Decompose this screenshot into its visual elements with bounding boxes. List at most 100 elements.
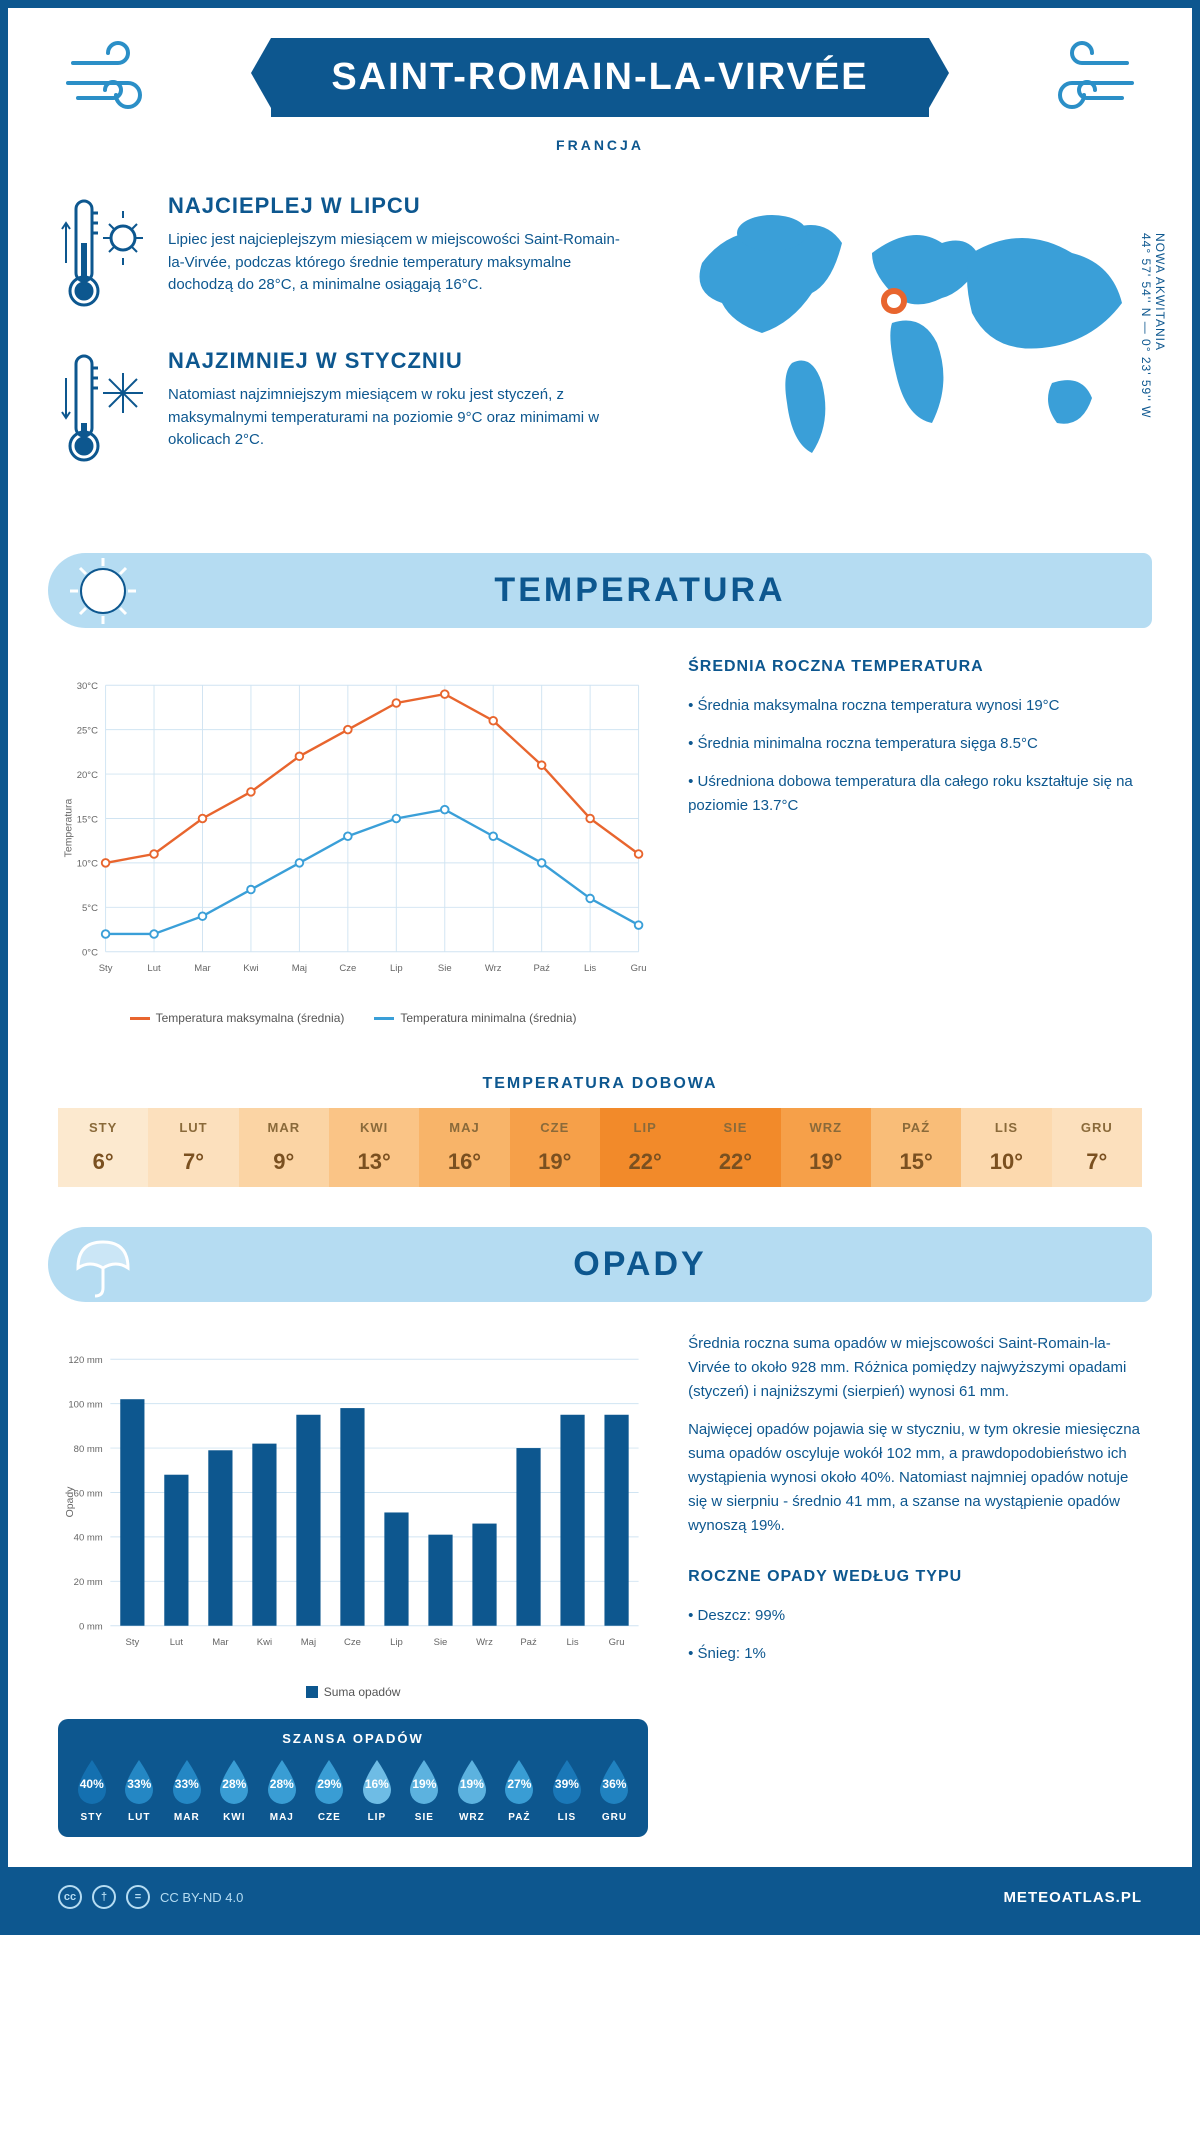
svg-text:Mar: Mar (212, 1637, 228, 1648)
rain-drop-cell: 28% KWI (211, 1758, 259, 1823)
temp-month: LIP (604, 1120, 686, 1135)
svg-text:30°C: 30°C (77, 681, 98, 692)
svg-text:20 mm: 20 mm (74, 1577, 103, 1588)
temp-month: CZE (514, 1120, 596, 1135)
svg-text:20°C: 20°C (77, 770, 98, 781)
coordinates: NOWA AKWITANIA 44° 57' 54'' N — 0° 23' 5… (1139, 233, 1167, 418)
rain-legend: Suma opadów (58, 1685, 648, 1699)
coords-region: NOWA AKWITANIA (1153, 233, 1167, 351)
world-map: NOWA AKWITANIA 44° 57' 54'' N — 0° 23' 5… (662, 193, 1142, 503)
rain-pct: 16% (365, 1777, 389, 1791)
svg-text:Maj: Maj (292, 963, 307, 974)
rain-pct: 36% (602, 1777, 626, 1791)
svg-text:Gru: Gru (631, 963, 647, 974)
svg-text:10°C: 10°C (77, 859, 98, 870)
footer-license: cc † = CC BY-ND 4.0 (58, 1885, 243, 1909)
rain-drop-cell: 29% CZE (306, 1758, 354, 1823)
svg-text:Maj: Maj (301, 1637, 316, 1648)
header: SAINT-ROMAIN-LA-VIRVÉE FRANCJA (8, 8, 1192, 173)
svg-text:Wrz: Wrz (476, 1637, 493, 1648)
svg-text:80 mm: 80 mm (74, 1444, 103, 1455)
svg-text:Lut: Lut (147, 963, 161, 974)
rain-para-2: Najwięcej opadów pojawia się w styczniu,… (688, 1418, 1142, 1538)
raindrop-icon: 19% (452, 1758, 492, 1806)
temperature-title: TEMPERATURA (148, 571, 1132, 610)
raindrop-icon: 27% (499, 1758, 539, 1806)
svg-text:Opady: Opady (65, 1486, 76, 1518)
rain-month: LUT (116, 1812, 164, 1823)
rain-chart-area: 0 mm20 mm40 mm60 mm80 mm100 mm120 mmStyL… (58, 1332, 648, 1837)
rain-drop-cell: 39% LIS (543, 1758, 591, 1823)
rain-pct: 39% (555, 1777, 579, 1791)
svg-text:Paź: Paź (533, 963, 550, 974)
temp-value: 22° (694, 1149, 776, 1175)
rain-month: CZE (306, 1812, 354, 1823)
rain-pct: 33% (175, 1777, 199, 1791)
temp-cell: SIE 22° (690, 1108, 780, 1187)
svg-text:Sty: Sty (125, 1637, 139, 1648)
svg-text:Kwi: Kwi (257, 1637, 272, 1648)
rain-drop-cell: 33% LUT (116, 1758, 164, 1823)
svg-text:25°C: 25°C (77, 725, 98, 736)
svg-text:Sty: Sty (99, 963, 113, 974)
temp-value: 6° (62, 1149, 144, 1175)
by-icon: † (92, 1885, 116, 1909)
annual-bullet-2: • Uśredniona dobowa temperatura dla całe… (688, 770, 1142, 818)
daily-temp-title: TEMPERATURA DOBOWA (8, 1075, 1192, 1093)
thermometer-cold-icon (58, 348, 148, 473)
legend-rain: Suma opadów (306, 1685, 401, 1699)
coldest-text: Natomiast najzimniejszym miesiącem w rok… (168, 384, 632, 452)
rain-month: MAJ (258, 1812, 306, 1823)
svg-text:Temperatura: Temperatura (63, 798, 74, 857)
annual-bullet-1: • Średnia minimalna roczna temperatura s… (688, 732, 1142, 756)
temp-value: 7° (1056, 1149, 1138, 1175)
temp-legend: Temperatura maksymalna (średnia) Tempera… (58, 1011, 648, 1025)
temp-month: GRU (1056, 1120, 1138, 1135)
rain-chance-title: SZANSA OPADÓW (68, 1731, 638, 1746)
country-label: FRANCJA (48, 137, 1152, 153)
svg-text:60 mm: 60 mm (74, 1488, 103, 1499)
rain-title: OPADY (148, 1245, 1132, 1284)
temp-month: PAŹ (875, 1120, 957, 1135)
svg-text:100 mm: 100 mm (68, 1399, 102, 1410)
temp-month: KWI (333, 1120, 415, 1135)
temp-month: WRZ (785, 1120, 867, 1135)
svg-text:Wrz: Wrz (485, 963, 502, 974)
temperature-chart: 0°C5°C10°C15°C20°C25°C30°CStyLutMarKwiMa… (58, 658, 648, 1025)
temp-value: 13° (333, 1149, 415, 1175)
raindrop-icon: 19% (404, 1758, 444, 1806)
temp-month: SIE (694, 1120, 776, 1135)
umbrella-icon (68, 1230, 138, 1300)
hottest-title: NAJCIEPLEJ W LIPCU (168, 193, 632, 219)
svg-text:40 mm: 40 mm (74, 1533, 103, 1544)
raindrop-icon: 28% (214, 1758, 254, 1806)
rain-pct: 27% (507, 1777, 531, 1791)
thermometer-hot-icon (58, 193, 148, 318)
rain-month: WRZ (448, 1812, 496, 1823)
legend-max-label: Temperatura maksymalna (średnia) (156, 1011, 345, 1025)
footer-site: METEOATLAS.PL (1003, 1889, 1142, 1906)
raindrop-icon: 33% (119, 1758, 159, 1806)
temp-cell: PAŹ 15° (871, 1108, 961, 1187)
temp-month: MAJ (423, 1120, 505, 1135)
rain-text: Średnia roczna suma opadów w miejscowośc… (688, 1332, 1142, 1837)
temp-cell: LUT7° (148, 1108, 238, 1187)
raindrop-icon: 36% (594, 1758, 634, 1806)
temp-value: 15° (875, 1149, 957, 1175)
sun-icon (68, 556, 138, 626)
temp-month: LIS (965, 1120, 1047, 1135)
rain-month: MAR (163, 1812, 211, 1823)
legend-rain-label: Suma opadów (324, 1685, 401, 1699)
svg-text:Cze: Cze (339, 963, 356, 974)
svg-text:Kwi: Kwi (243, 963, 258, 974)
rain-pct: 29% (317, 1777, 341, 1791)
rain-month: LIS (543, 1812, 591, 1823)
temp-month: MAR (243, 1120, 325, 1135)
svg-text:Mar: Mar (194, 963, 210, 974)
summary-left: NAJCIEPLEJ W LIPCU Lipiec jest najcieple… (58, 193, 632, 503)
rain-body: 0 mm20 mm40 mm60 mm80 mm100 mm120 mmStyL… (8, 1332, 1192, 1867)
temp-value: 22° (604, 1149, 686, 1175)
temp-month: LUT (152, 1120, 234, 1135)
svg-text:Lip: Lip (390, 1637, 403, 1648)
rain-section-header: OPADY (48, 1227, 1152, 1302)
